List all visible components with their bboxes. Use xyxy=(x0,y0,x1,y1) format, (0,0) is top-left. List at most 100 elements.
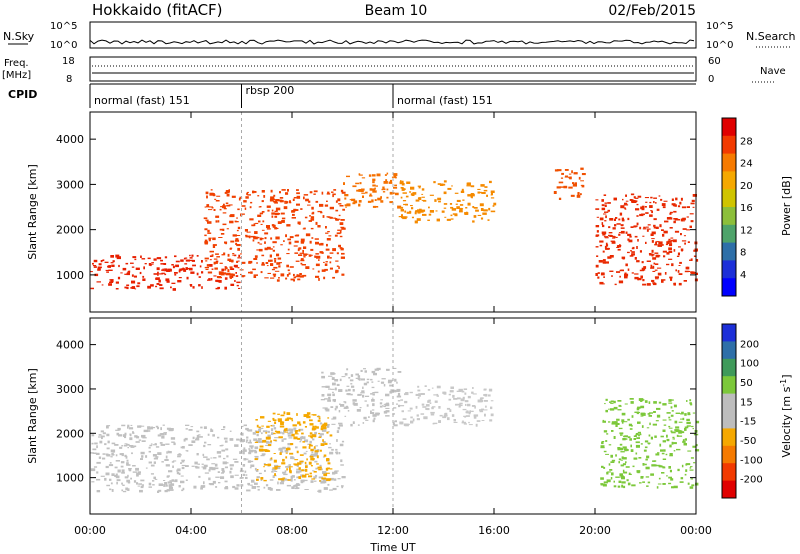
echo-cell xyxy=(691,199,695,202)
echo-cell xyxy=(603,276,605,278)
echo-cell xyxy=(288,241,292,245)
echo-cell xyxy=(147,427,151,430)
echo-cell xyxy=(335,200,338,203)
echo-cell xyxy=(448,393,451,396)
echo-cell xyxy=(663,424,667,426)
echo-cell xyxy=(438,200,441,203)
echo-cell xyxy=(142,484,144,487)
echo-cell xyxy=(221,468,225,471)
echo-cell xyxy=(286,468,288,471)
echo-cell xyxy=(302,249,304,253)
echo-cell xyxy=(309,419,313,422)
echo-cell xyxy=(680,233,682,236)
echo-cell xyxy=(656,241,660,243)
echo-cell xyxy=(296,274,299,277)
echo-cell xyxy=(604,237,609,239)
echo-cell xyxy=(110,255,114,258)
echo-cell xyxy=(553,191,557,194)
echo-cell xyxy=(253,275,257,278)
echo-cell xyxy=(322,407,326,409)
echo-cell xyxy=(621,421,624,424)
echo-cell xyxy=(410,416,413,419)
echo-cell xyxy=(303,194,309,196)
echo-cell xyxy=(684,270,689,273)
echo-cell xyxy=(232,234,237,237)
echo-cell xyxy=(313,190,318,193)
echo-cell xyxy=(247,429,253,432)
echo-cell xyxy=(654,276,659,279)
echo-cell xyxy=(288,428,291,431)
echo-cell xyxy=(229,220,234,224)
echo-cell xyxy=(369,195,373,197)
echo-cell xyxy=(186,276,189,280)
echo-cell xyxy=(329,257,332,259)
echo-cell xyxy=(620,451,625,453)
echo-cell xyxy=(682,228,687,230)
echo-cell xyxy=(297,221,301,225)
echo-cell xyxy=(639,226,642,230)
echo-cell xyxy=(338,424,343,427)
echo-cell xyxy=(219,228,223,231)
echo-cell xyxy=(276,262,281,265)
echo-cell xyxy=(659,443,662,447)
echo-cell xyxy=(126,273,130,276)
echo-cell xyxy=(321,375,325,379)
echo-cell xyxy=(201,286,203,289)
echo-cell xyxy=(217,286,220,289)
echo-cell xyxy=(162,424,165,426)
echo-cell xyxy=(148,486,152,488)
echo-cell xyxy=(604,261,609,264)
echo-cell xyxy=(204,266,209,269)
echo-cell xyxy=(470,185,475,188)
echo-cell xyxy=(321,394,325,397)
echo-cell xyxy=(628,472,631,475)
echo-cell xyxy=(110,482,113,485)
echo-cell xyxy=(167,481,172,484)
colorbar-segment xyxy=(722,278,736,297)
echo-cell xyxy=(116,256,121,260)
echo-cell xyxy=(221,449,226,452)
echo-cell xyxy=(402,418,407,420)
echo-cell xyxy=(370,393,374,395)
echo-cell xyxy=(226,204,231,207)
echo-cell xyxy=(422,200,427,202)
echo-cell xyxy=(338,244,341,248)
echo-cell xyxy=(375,412,379,415)
echo-cell xyxy=(360,189,364,193)
echo-cell xyxy=(308,200,311,203)
echo-cell xyxy=(490,210,496,213)
echo-cell xyxy=(442,391,446,394)
echo-cell xyxy=(258,248,263,252)
echo-region-3 xyxy=(600,398,700,489)
echo-cell xyxy=(640,476,644,479)
echo-cell xyxy=(693,255,697,257)
echo-cell xyxy=(481,409,483,412)
echo-cell xyxy=(451,185,453,187)
echo-cell xyxy=(474,405,476,409)
echo-cell xyxy=(309,472,312,475)
echo-cell xyxy=(328,388,331,390)
echo-cell xyxy=(650,210,653,212)
echo-cell xyxy=(596,216,599,218)
echo-cell xyxy=(671,431,676,434)
echo-cell xyxy=(229,464,234,467)
cpid-label: CPID xyxy=(8,88,37,101)
echo-cell xyxy=(345,206,347,208)
echo-cell xyxy=(692,194,697,197)
echo-cell xyxy=(372,190,377,193)
colorbar-segment xyxy=(722,224,736,244)
echo-cell xyxy=(327,231,330,233)
echo-cell xyxy=(616,418,620,421)
echo-cell xyxy=(394,420,397,422)
echo-cell xyxy=(483,394,486,396)
echo-cell xyxy=(373,372,377,376)
echo-cell xyxy=(659,224,662,228)
echo-cell xyxy=(157,434,161,437)
echo-cell xyxy=(362,195,364,198)
echo-cell xyxy=(171,264,174,266)
echo-cell xyxy=(115,473,118,476)
echo-cell xyxy=(335,260,339,262)
echo-cell xyxy=(236,438,240,441)
echo-cell xyxy=(372,403,375,407)
